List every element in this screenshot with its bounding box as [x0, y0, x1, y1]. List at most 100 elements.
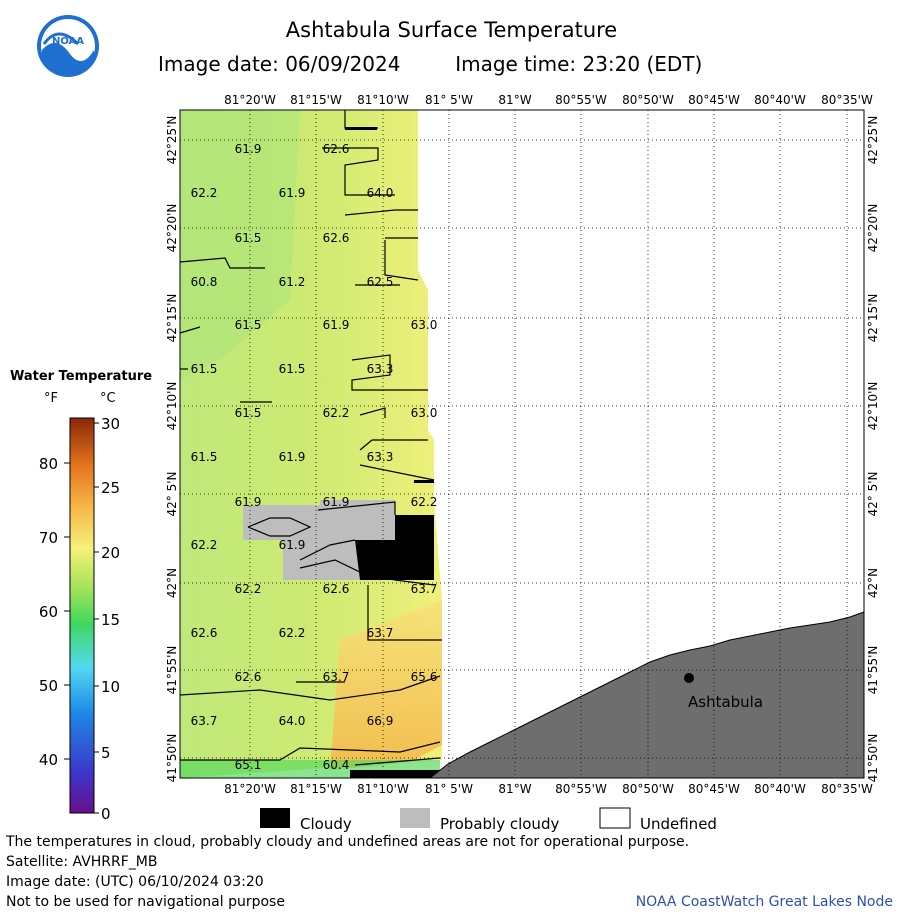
left-latitude-ticks: 42°25'N 42°20'N 42°15'N 42°10'N 42° 5'N 42°N 4…: [165, 116, 179, 783]
svg-text:62.2: 62.2: [191, 186, 218, 200]
temperature-label: 62.2: [279, 626, 306, 640]
temperature-label: 61.9: [279, 186, 306, 200]
temperature-label: 65.1: [235, 758, 262, 772]
image-datetime: Image date: 06/09/2024 Image time: 23:20…: [158, 52, 702, 76]
temperature-label: 61.2: [279, 275, 306, 289]
colorbar-c-tick: 20: [101, 544, 120, 562]
legend-cloudy-swatch: [260, 808, 290, 828]
colorbar-f-tick: 70: [39, 529, 58, 547]
legend-undefined-label: Undefined: [640, 815, 717, 833]
bottom-lon-tick-label: 81°20'W: [224, 782, 276, 796]
temperature-label: 61.9: [279, 538, 306, 552]
svg-text:65.6: 65.6: [411, 670, 438, 684]
colorbar-f-tick: 40: [39, 751, 58, 769]
svg-text:62.2: 62.2: [191, 538, 218, 552]
colorbar-f-tick: 60: [39, 603, 58, 621]
svg-text:61.5: 61.5: [279, 362, 306, 376]
left-lat-tick-label: 42°15'N: [165, 294, 179, 343]
temperature-label: 66.9: [367, 714, 394, 728]
temperature-label: 63.0: [411, 406, 438, 420]
colorbar-c-tick: 30: [101, 415, 120, 433]
right-lat-tick-label: 41°50'N: [866, 734, 880, 783]
logo-text: NOAA: [52, 36, 84, 47]
svg-text:63.3: 63.3: [367, 450, 394, 464]
footer-note: The temperatures in cloud, probably clou…: [6, 834, 690, 850]
temperature-label: 61.9: [279, 450, 306, 464]
top-lon-tick-label: 80°55'W: [555, 93, 607, 107]
left-lat-tick-label: 42° 5'N: [165, 472, 179, 517]
right-lat-tick-label: 42°10'N: [866, 382, 880, 431]
left-lat-tick-label: 42°10'N: [165, 382, 179, 431]
footer-credit[interactable]: NOAA CoastWatch Great Lakes Node: [635, 894, 893, 910]
svg-text:64.0: 64.0: [367, 186, 394, 200]
temperature-label: 64.0: [367, 186, 394, 200]
legend-probably-cloudy-swatch: [400, 808, 430, 828]
cloudy-region: [355, 515, 434, 580]
temperature-label: 61.5: [235, 318, 262, 332]
top-lon-tick-label: 80°40'W: [754, 93, 806, 107]
top-lon-tick-label: 80°45'W: [688, 93, 740, 107]
svg-text:61.2: 61.2: [279, 275, 306, 289]
svg-text:65.1: 65.1: [235, 758, 262, 772]
temperature-label: 61.5: [191, 362, 218, 376]
bottom-lon-tick-label: 80°50'W: [622, 782, 674, 796]
legend-undefined-swatch: [599, 807, 631, 829]
temperature-label: 61.9: [323, 495, 350, 509]
svg-text:63.0: 63.0: [411, 406, 438, 420]
svg-text:61.9: 61.9: [235, 142, 262, 156]
noaa-logo: NOAA: [36, 14, 100, 78]
top-lon-tick-label: 81° 5'W: [425, 93, 473, 107]
svg-text:60.4: 60.4: [323, 758, 350, 772]
svg-text:61.9: 61.9: [323, 495, 350, 509]
temperature-label: 62.2: [191, 538, 218, 552]
temperature-label: 63.7: [191, 714, 218, 728]
image-date: Image date: 06/09/2024: [158, 52, 401, 76]
temperature-label: 61.5: [279, 362, 306, 376]
temperature-label: 61.5: [191, 450, 218, 464]
svg-text:62.2: 62.2: [411, 495, 438, 509]
svg-text:60.8: 60.8: [191, 275, 218, 289]
right-lat-tick-label: 42°N: [866, 568, 880, 598]
bottom-lon-tick-label: 81° 5'W: [425, 782, 473, 796]
svg-text:63.7: 63.7: [411, 582, 438, 596]
svg-text:62.6: 62.6: [323, 142, 350, 156]
footer-nav-warning: Not to be used for navigational purpose: [6, 894, 285, 910]
bottom-lon-tick-label: 81°10'W: [357, 782, 409, 796]
svg-text:61.5: 61.5: [235, 231, 262, 245]
svg-text:61.5: 61.5: [235, 318, 262, 332]
top-lon-tick-label: 80°35'W: [821, 93, 873, 107]
temperature-label: 62.5: [367, 275, 394, 289]
right-lat-tick-label: 41°55'N: [866, 646, 880, 695]
left-lat-tick-label: 41°50'N: [165, 734, 179, 783]
svg-text:62.6: 62.6: [323, 231, 350, 245]
left-lat-tick-label: 41°55'N: [165, 646, 179, 695]
temperature-label: 61.5: [235, 406, 262, 420]
map-frame: [179, 110, 865, 779]
right-lat-tick-label: 42°20'N: [866, 204, 880, 253]
temperature-label: 64.0: [279, 714, 306, 728]
temperature-label: 62.2: [235, 582, 262, 596]
colorbar-unit-f: °F: [44, 391, 58, 406]
colorbar-f-tick: 80: [39, 455, 58, 473]
right-lat-tick-label: 42°25'N: [866, 116, 880, 165]
svg-text:62.2: 62.2: [279, 626, 306, 640]
bottom-lon-tick-label: 80°40'W: [754, 782, 806, 796]
map-border: [179, 109, 865, 779]
svg-text:61.9: 61.9: [235, 495, 262, 509]
temperature-label: 61.9: [323, 318, 350, 332]
temperature-label: 63.7: [367, 626, 394, 640]
svg-text:62.6: 62.6: [191, 626, 218, 640]
svg-text:61.9: 61.9: [279, 186, 306, 200]
cool-water-area: [180, 110, 300, 380]
svg-text:62.2: 62.2: [323, 406, 350, 420]
bottom-lon-tick-label: 81°15'W: [290, 782, 342, 796]
temperature-label: 60.8: [191, 275, 218, 289]
svg-text:64.0: 64.0: [279, 714, 306, 728]
legend-cloudy-label: Cloudy: [300, 815, 352, 833]
svg-text:63.7: 63.7: [323, 670, 350, 684]
svg-text:61.9: 61.9: [323, 318, 350, 332]
top-longitude-ticks: 81°20'W 81°15'W 81°10'W 81° 5'W 81°W 80°55'W 8…: [224, 93, 873, 107]
temperature-label: 61.5: [235, 231, 262, 245]
city-marker[interactable]: [684, 673, 694, 683]
